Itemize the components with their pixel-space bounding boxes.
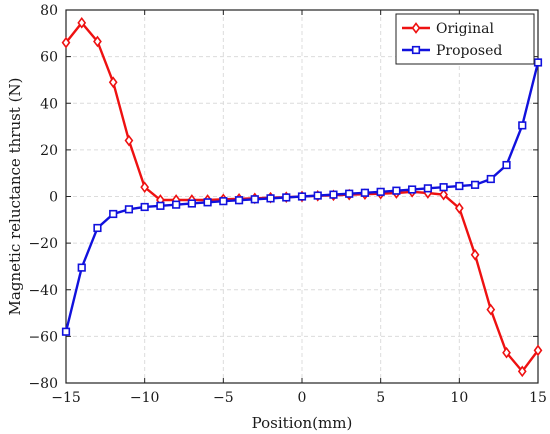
data-point-original — [124, 134, 134, 147]
axis-ticks: −15 −10 −5 0 5 10 15 −80 −60 −40 −20 0 20 40 60 80 — [28, 3, 546, 406]
data-point-original — [533, 344, 543, 357]
data-point-proposed — [329, 190, 338, 199]
series-group — [61, 16, 543, 378]
data-point-original — [61, 36, 71, 49]
series-proposed — [61, 58, 543, 336]
x-tick-label: −10 — [130, 390, 160, 406]
data-point-proposed — [266, 194, 275, 203]
data-point-proposed — [219, 197, 228, 206]
data-point-original — [454, 202, 464, 214]
data-point-proposed — [502, 160, 511, 170]
data-point-original — [93, 35, 102, 48]
data-point-proposed — [172, 200, 181, 209]
y-tick-label: −80 — [28, 376, 58, 392]
data-point-proposed — [93, 223, 102, 233]
data-point-proposed — [470, 180, 480, 189]
data-point-proposed — [250, 195, 259, 204]
y-tick-label: 20 — [40, 143, 58, 159]
data-point-proposed — [297, 192, 307, 201]
data-point-proposed — [423, 184, 432, 193]
data-point-proposed — [156, 201, 165, 210]
data-point-original — [470, 248, 480, 261]
legend-box — [395, 13, 535, 65]
x-tick-label: −5 — [213, 390, 234, 406]
x-axis-label: Position(mm) — [252, 414, 353, 432]
data-point-proposed — [455, 181, 464, 191]
y-tick-label: −40 — [28, 283, 58, 299]
data-point-original — [502, 346, 511, 359]
x-tick-label: 5 — [376, 390, 385, 406]
x-tick-label: 15 — [529, 390, 547, 406]
data-point-proposed — [124, 205, 134, 214]
data-point-proposed — [109, 209, 118, 219]
y-axis-label: Magnetic reluctance thrust (N) — [6, 78, 24, 316]
data-point-proposed — [408, 185, 417, 194]
x-tick-label: 0 — [298, 390, 307, 406]
data-point-proposed — [203, 198, 212, 207]
data-point-proposed — [486, 174, 495, 184]
legend-marker — [411, 22, 421, 34]
data-point-proposed — [376, 187, 385, 196]
data-point-original — [486, 303, 496, 316]
data-point-proposed — [439, 183, 448, 192]
data-point-proposed — [533, 58, 543, 67]
x-tick-label: −15 — [51, 390, 81, 406]
y-tick-label: −60 — [28, 329, 58, 345]
legend: Original Proposed — [395, 13, 535, 65]
legend-item-proposed: Proposed — [402, 43, 502, 59]
legend-item-original: Original — [402, 21, 494, 37]
data-point-proposed — [313, 191, 322, 200]
data-point-proposed — [187, 199, 196, 208]
data-point-proposed — [77, 263, 86, 272]
legend-label: Proposed — [436, 43, 502, 59]
data-point-proposed — [345, 189, 354, 198]
data-point-proposed — [518, 121, 527, 130]
legend-marker — [411, 45, 421, 55]
y-tick-label: 40 — [40, 96, 58, 112]
data-point-proposed — [234, 196, 244, 205]
data-point-proposed — [360, 188, 370, 197]
data-point-proposed — [392, 186, 401, 195]
data-point-proposed — [282, 193, 291, 202]
data-point-proposed — [140, 202, 149, 212]
y-tick-label: 80 — [40, 3, 58, 19]
data-point-original — [517, 365, 527, 378]
data-point-original — [77, 16, 87, 29]
data-point-original — [108, 76, 118, 89]
data-point-original — [439, 188, 448, 201]
x-tick-label: 10 — [450, 390, 468, 406]
y-tick-label: −20 — [28, 236, 58, 252]
y-tick-label: 0 — [49, 190, 58, 206]
y-tick-label: 60 — [40, 50, 58, 66]
legend-label: Original — [436, 21, 494, 37]
data-point-proposed — [61, 327, 71, 336]
data-point-original — [140, 181, 150, 194]
